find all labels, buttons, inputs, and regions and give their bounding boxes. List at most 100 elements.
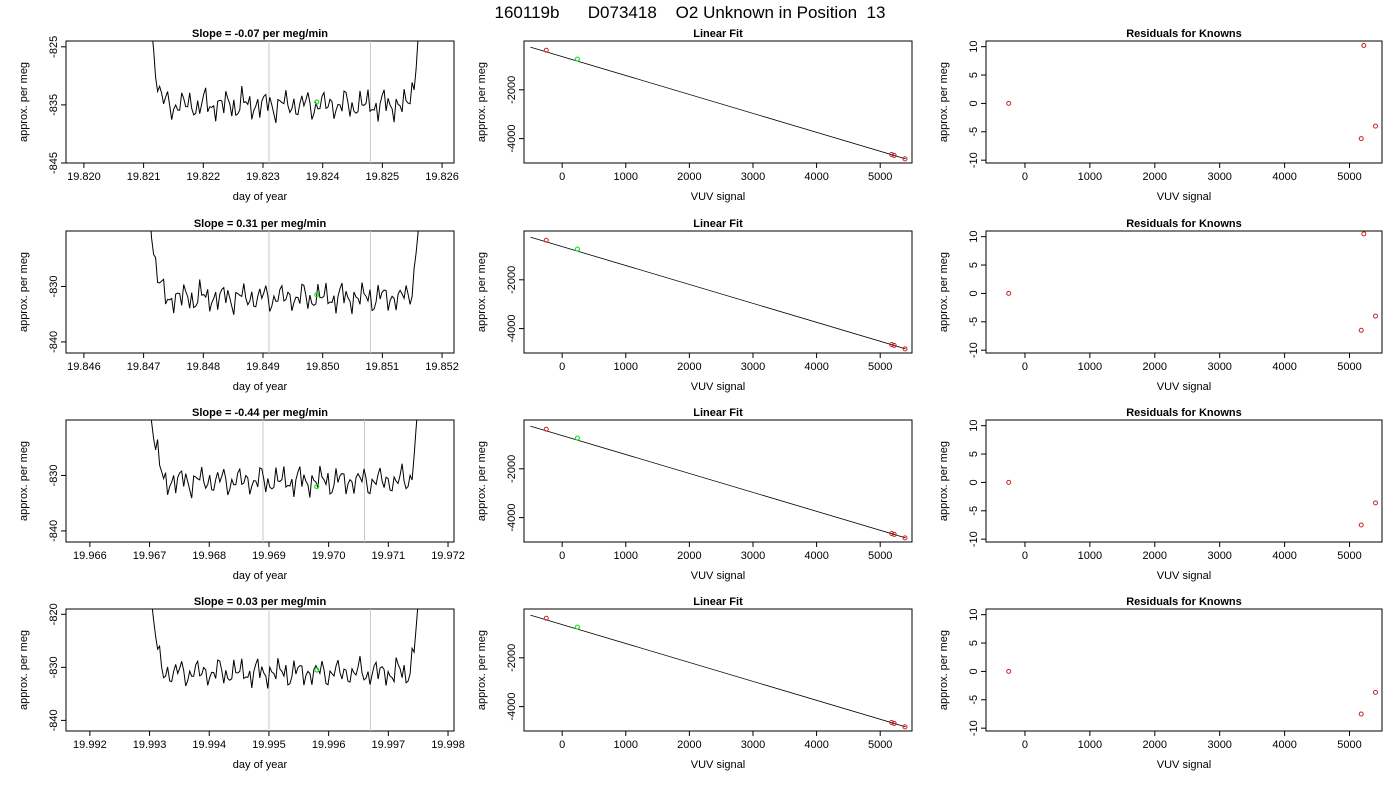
y-tick-label: -840 (48, 709, 60, 731)
y-tick-label: -840 (48, 520, 60, 542)
residual-point (1373, 123, 1379, 129)
y-tick-label: -825 (48, 36, 60, 58)
panel-residuals-row-2: Residuals for Knowns 0 1000 2000 3000 4000 500… (938, 218, 1383, 393)
panel-residuals-row-1: Residuals for Knowns 0 1000 2000 3000 4000 500… (938, 28, 1383, 203)
signal-trace (151, 609, 419, 689)
plot-frame (985, 608, 1383, 732)
y-axis-label: approx. per meg (476, 252, 488, 332)
y-axis-label: approx. per meg (476, 630, 488, 710)
y-tick-label: -10 (968, 342, 980, 358)
x-tick-label: 19.970 (312, 550, 346, 562)
residual-point (1358, 327, 1364, 333)
known-standard-point (891, 531, 897, 537)
known-standard-point (543, 237, 549, 243)
y-tick-label: -2000 (506, 266, 518, 294)
x-tick-label: 19.822 (186, 171, 220, 183)
x-axis-label: day of year (233, 191, 288, 203)
y-tick-label: 0 (968, 290, 980, 296)
y-tick-label: 10 (968, 609, 980, 621)
x-tick-label: 19.847 (127, 361, 161, 373)
x-tick-label: 19.996 (312, 739, 346, 751)
y-axis-label: approx. per meg (938, 62, 950, 142)
y-tick-label: -830 (48, 464, 60, 486)
panel-timeseries-row-4: Slope = 0.03 per meg/min 19.992 19.993 19.9… (18, 596, 465, 771)
x-tick-label: 0 (559, 550, 565, 562)
x-tick-label: 5000 (868, 171, 892, 183)
plot-frame (65, 40, 455, 164)
x-tick-label: 19.994 (192, 739, 226, 751)
x-tick-label: 0 (1022, 171, 1028, 183)
panel-title: Slope = -0.44 per meg/min (192, 407, 328, 419)
residual-point (1358, 522, 1364, 528)
fit-line (530, 236, 906, 350)
plot-frame (523, 40, 913, 164)
panel-title: Slope = 0.03 per meg/min (194, 596, 327, 608)
x-tick-label: 19.848 (186, 361, 220, 373)
known-standard-point (889, 530, 895, 536)
y-axis-label: approx. per meg (18, 441, 30, 521)
x-tick-label: 19.846 (67, 361, 101, 373)
x-tick-label: 4000 (804, 550, 828, 562)
y-axis-label: approx. per meg (18, 630, 30, 710)
x-tick-label: 19.820 (67, 171, 101, 183)
x-tick-label: 4000 (1272, 739, 1296, 751)
x-tick-label: 2000 (1143, 361, 1167, 373)
known-standard-point (543, 426, 549, 432)
y-tick-label: -820 (48, 603, 60, 625)
fit-line (530, 425, 906, 539)
panel-title: Residuals for Knowns (1126, 28, 1242, 40)
residual-point (1358, 711, 1364, 717)
y-axis-label: approx. per meg (938, 630, 950, 710)
x-tick-label: 5000 (1337, 550, 1361, 562)
y-tick-label: -5 (968, 317, 980, 327)
panel-linear_fit-row-4: Linear Fit 0 1000 2000 3000 4000 5000 -2000 -400… (476, 596, 913, 771)
fit-line (530, 46, 906, 160)
plot-frame (985, 40, 1383, 164)
y-tick-label: -830 (48, 656, 60, 678)
panel-title: Slope = 0.31 per meg/min (194, 218, 327, 230)
x-tick-label: 19.821 (127, 171, 161, 183)
plot-area (530, 425, 908, 541)
y-tick-label: -2000 (506, 644, 518, 672)
x-tick-label: 4000 (804, 171, 828, 183)
x-tick-label: 19.824 (306, 171, 340, 183)
x-tick-label: 2000 (677, 361, 701, 373)
residual-point (1358, 136, 1364, 142)
plot-area (150, 420, 418, 542)
x-axis-label: VUV signal (691, 191, 745, 203)
fit-line (530, 614, 906, 728)
x-tick-label: 2000 (677, 739, 701, 751)
known-standard-point (543, 615, 549, 621)
y-tick-label: -830 (48, 275, 60, 297)
x-axis-label: VUV signal (1157, 759, 1211, 771)
y-tick-label: -4000 (506, 693, 518, 721)
panel-title: Linear Fit (693, 218, 743, 230)
y-tick-label: 5 (968, 262, 980, 268)
x-tick-label: 4000 (1272, 171, 1296, 183)
x-tick-label: 2000 (1143, 171, 1167, 183)
y-tick-label: 5 (968, 72, 980, 78)
panel-linear_fit-row-2: Linear Fit 0 1000 2000 3000 4000 5000 -2000 -400… (476, 218, 913, 393)
y-tick-label: 10 (968, 231, 980, 243)
y-tick-label: -2000 (506, 76, 518, 104)
panel-linear_fit-row-3: Linear Fit 0 1000 2000 3000 4000 5000 -2000 -400… (476, 407, 913, 582)
x-tick-label: 3000 (1207, 361, 1231, 373)
panel-timeseries-row-2: Slope = 0.31 per meg/min 19.846 19.847 19.8… (18, 218, 459, 393)
residual-point (1006, 479, 1012, 485)
known-standard-point (891, 152, 897, 158)
panel-residuals-row-3: Residuals for Knowns 0 1000 2000 3000 4000 500… (938, 407, 1383, 582)
x-tick-label: 5000 (1337, 171, 1361, 183)
plot-frame (65, 608, 455, 732)
y-tick-label: -5 (968, 506, 980, 516)
known-standard-point (902, 346, 908, 352)
x-tick-label: 0 (559, 361, 565, 373)
figure-title: 160119b D073418 O2 Unknown in Position 1… (495, 3, 886, 22)
panels-grid: Slope = -0.07 per meg/min 19.820 19.821 19.… (18, 28, 1383, 771)
unknown-sample-point (314, 483, 320, 490)
x-tick-label: 19.995 (252, 739, 286, 751)
known-standard-point (902, 535, 908, 541)
plot-area (1006, 479, 1379, 528)
y-tick-label: -10 (968, 152, 980, 168)
y-tick-label: -835 (48, 94, 60, 116)
